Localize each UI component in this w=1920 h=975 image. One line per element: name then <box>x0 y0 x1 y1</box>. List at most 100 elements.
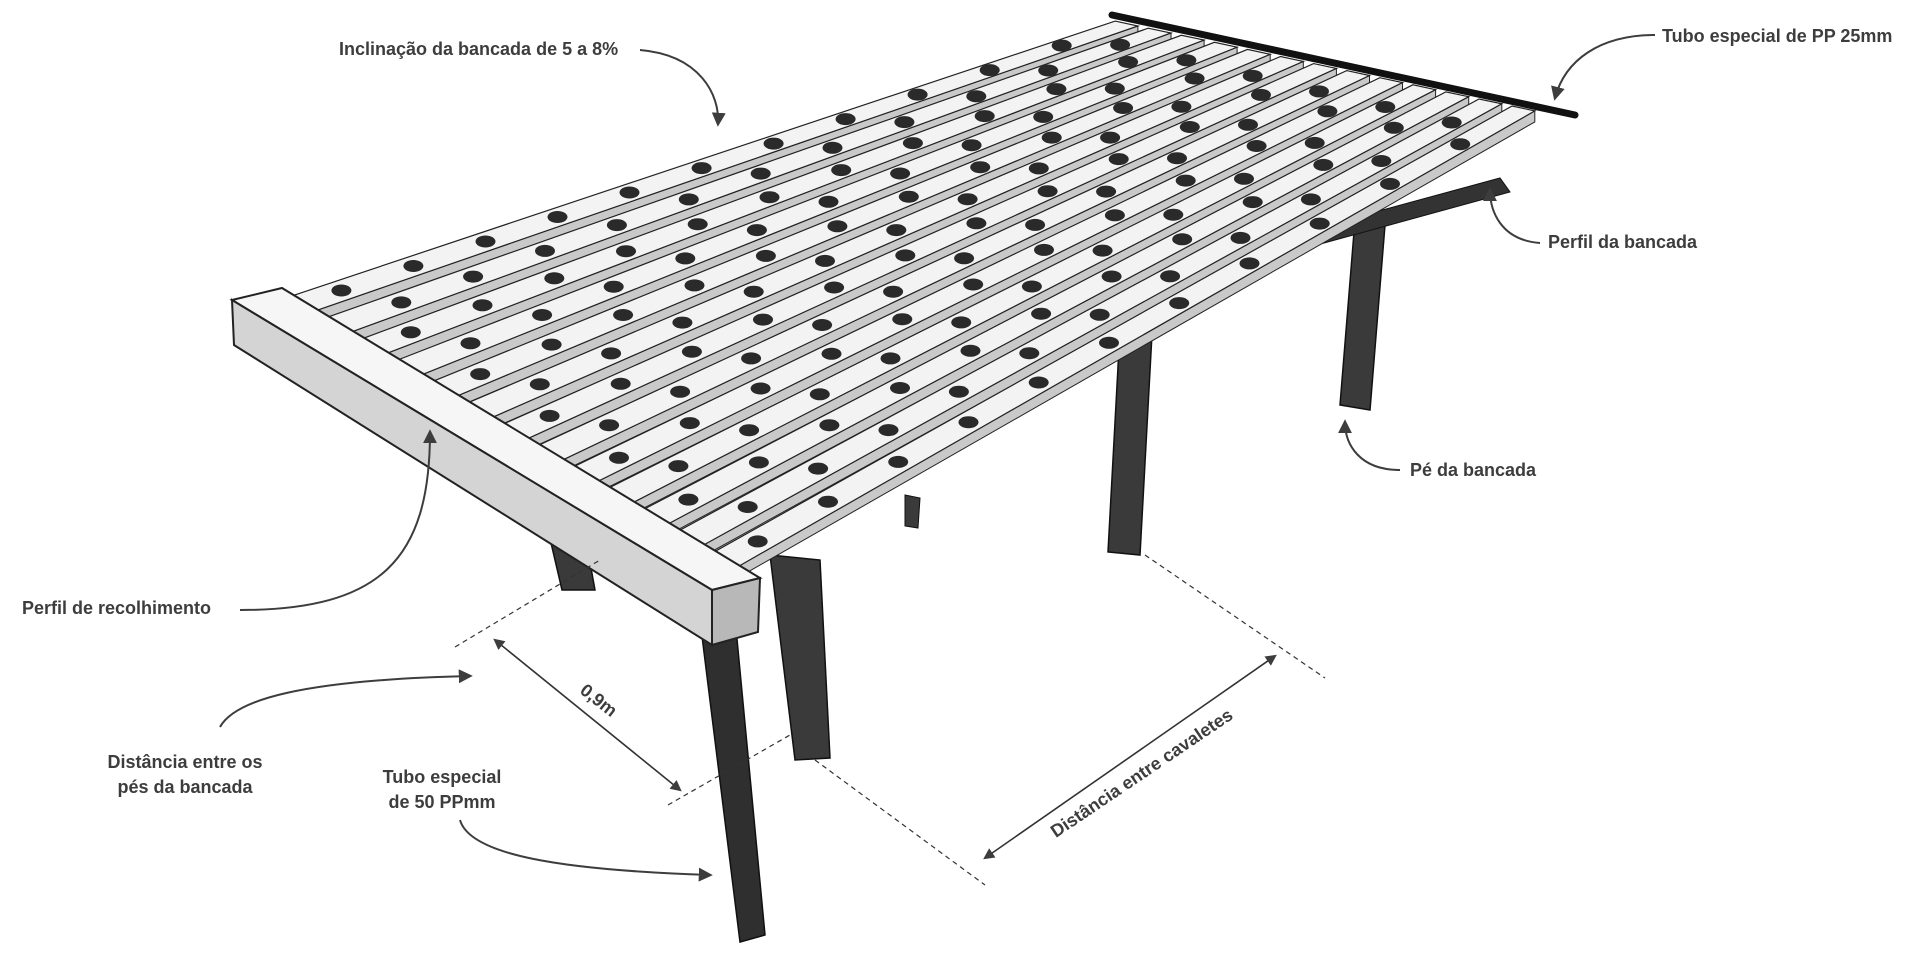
label-trestle-distance: Distância entre cavaletes <box>1047 705 1237 842</box>
label-feet-distance-line2: pés da bancada <box>117 777 253 797</box>
planting-hole <box>463 270 484 283</box>
planting-hole <box>1118 56 1139 68</box>
planting-hole <box>902 137 923 150</box>
planting-hole <box>1242 196 1263 209</box>
planting-hole <box>687 218 708 231</box>
planting-hole <box>1031 307 1052 320</box>
planting-hole <box>970 161 991 174</box>
planting-hole <box>1037 185 1058 198</box>
planting-hole <box>1176 54 1197 67</box>
planting-hole <box>1101 270 1122 283</box>
pp-tube-50-arrow <box>459 819 713 882</box>
planting-hole <box>979 64 1000 77</box>
bench-foot-front-middle <box>769 554 831 761</box>
planting-hole <box>1317 105 1338 118</box>
trestle-distance-dimension <box>814 554 1326 886</box>
planting-hole <box>1230 231 1251 244</box>
bench-foot-middle <box>1107 329 1153 556</box>
label-feet-distance-line1: Distância entre os <box>107 752 262 772</box>
planting-hole <box>819 419 840 432</box>
planting-hole <box>746 224 767 237</box>
planting-hole <box>1034 243 1054 256</box>
planting-hole <box>1028 376 1049 389</box>
planting-hole <box>750 167 771 180</box>
planting-hole <box>748 456 769 469</box>
width-dimension-arrow <box>493 638 682 792</box>
planting-hole <box>619 186 640 199</box>
planting-hole <box>603 280 624 293</box>
planting-hole <box>894 116 915 129</box>
planting-hole <box>403 260 424 272</box>
label-pp-tube-25: Tubo especial de PP 25mm <box>1662 26 1892 46</box>
planting-hole <box>1169 297 1190 310</box>
collection-profile-end <box>711 576 762 647</box>
planting-hole <box>1160 270 1181 283</box>
channel <box>326 27 1174 344</box>
label-profile: Perfil da bancada <box>1548 232 1698 252</box>
planting-hole <box>948 385 969 398</box>
planting-hole <box>616 245 636 258</box>
planting-hole <box>827 220 848 233</box>
label-inclination: Inclinação da bancada de 5 a 8% <box>339 39 618 59</box>
planting-hole <box>880 352 901 365</box>
planting-hole <box>1033 110 1054 123</box>
bench-legs <box>547 219 1386 943</box>
planting-hole <box>809 388 830 401</box>
planting-hole <box>1309 85 1329 98</box>
planting-hole <box>1096 185 1117 198</box>
planting-hole <box>1441 116 1462 129</box>
planting-hole <box>1041 131 1062 144</box>
planting-hole <box>951 316 972 329</box>
planting-hole <box>892 313 913 326</box>
planting-hole <box>1038 64 1059 77</box>
planting-hole <box>331 284 352 297</box>
planting-hole <box>547 211 568 223</box>
planting-hole <box>1304 136 1325 149</box>
label-foot: Pé da bancada <box>1410 460 1537 480</box>
planting-hole <box>747 535 768 548</box>
planting-hole <box>966 90 987 103</box>
callout-arrows <box>219 34 1656 882</box>
planting-hole <box>1019 347 1040 360</box>
bench-foot-inner <box>904 494 921 529</box>
planting-hole <box>539 409 560 422</box>
planting-hole <box>1313 158 1334 171</box>
planting-hole <box>1309 217 1330 230</box>
planting-hole <box>895 249 916 262</box>
planting-hole <box>678 493 699 506</box>
planting-hole <box>822 141 843 154</box>
planting-hole <box>599 419 620 432</box>
planting-hole <box>753 313 773 326</box>
planting-hole <box>606 219 627 232</box>
planting-hole <box>679 417 700 430</box>
label-collection-profile: Perfil de recolhimento <box>22 598 211 618</box>
planting-hole <box>1234 172 1254 185</box>
channel <box>431 48 1273 409</box>
pp-tube-25-arrow <box>1551 34 1656 101</box>
planting-hole <box>1383 121 1404 134</box>
planting-hole <box>1179 121 1200 133</box>
planting-hole <box>541 338 562 351</box>
planting-hole <box>1172 233 1193 246</box>
planting-hole <box>818 195 839 208</box>
planting-hole <box>1025 218 1046 231</box>
planting-hole <box>890 167 911 180</box>
planting-hole <box>741 352 762 365</box>
planting-hole <box>1371 155 1392 167</box>
planting-hole <box>1242 69 1263 82</box>
planting-hole <box>601 347 622 360</box>
hydroponic-channels <box>291 20 1537 581</box>
foot-arrow <box>1338 419 1401 471</box>
planting-hole <box>890 382 910 394</box>
planting-hole <box>544 272 565 285</box>
planting-hole <box>460 337 481 350</box>
channel <box>500 62 1339 452</box>
planting-hole <box>1251 88 1271 101</box>
collection-profile <box>229 286 763 647</box>
planting-hole <box>1300 193 1321 206</box>
planting-hole <box>1110 38 1131 51</box>
planting-hole <box>391 296 412 309</box>
planting-hole <box>888 455 909 468</box>
planting-hole <box>1028 162 1049 175</box>
planting-hole <box>470 368 491 381</box>
